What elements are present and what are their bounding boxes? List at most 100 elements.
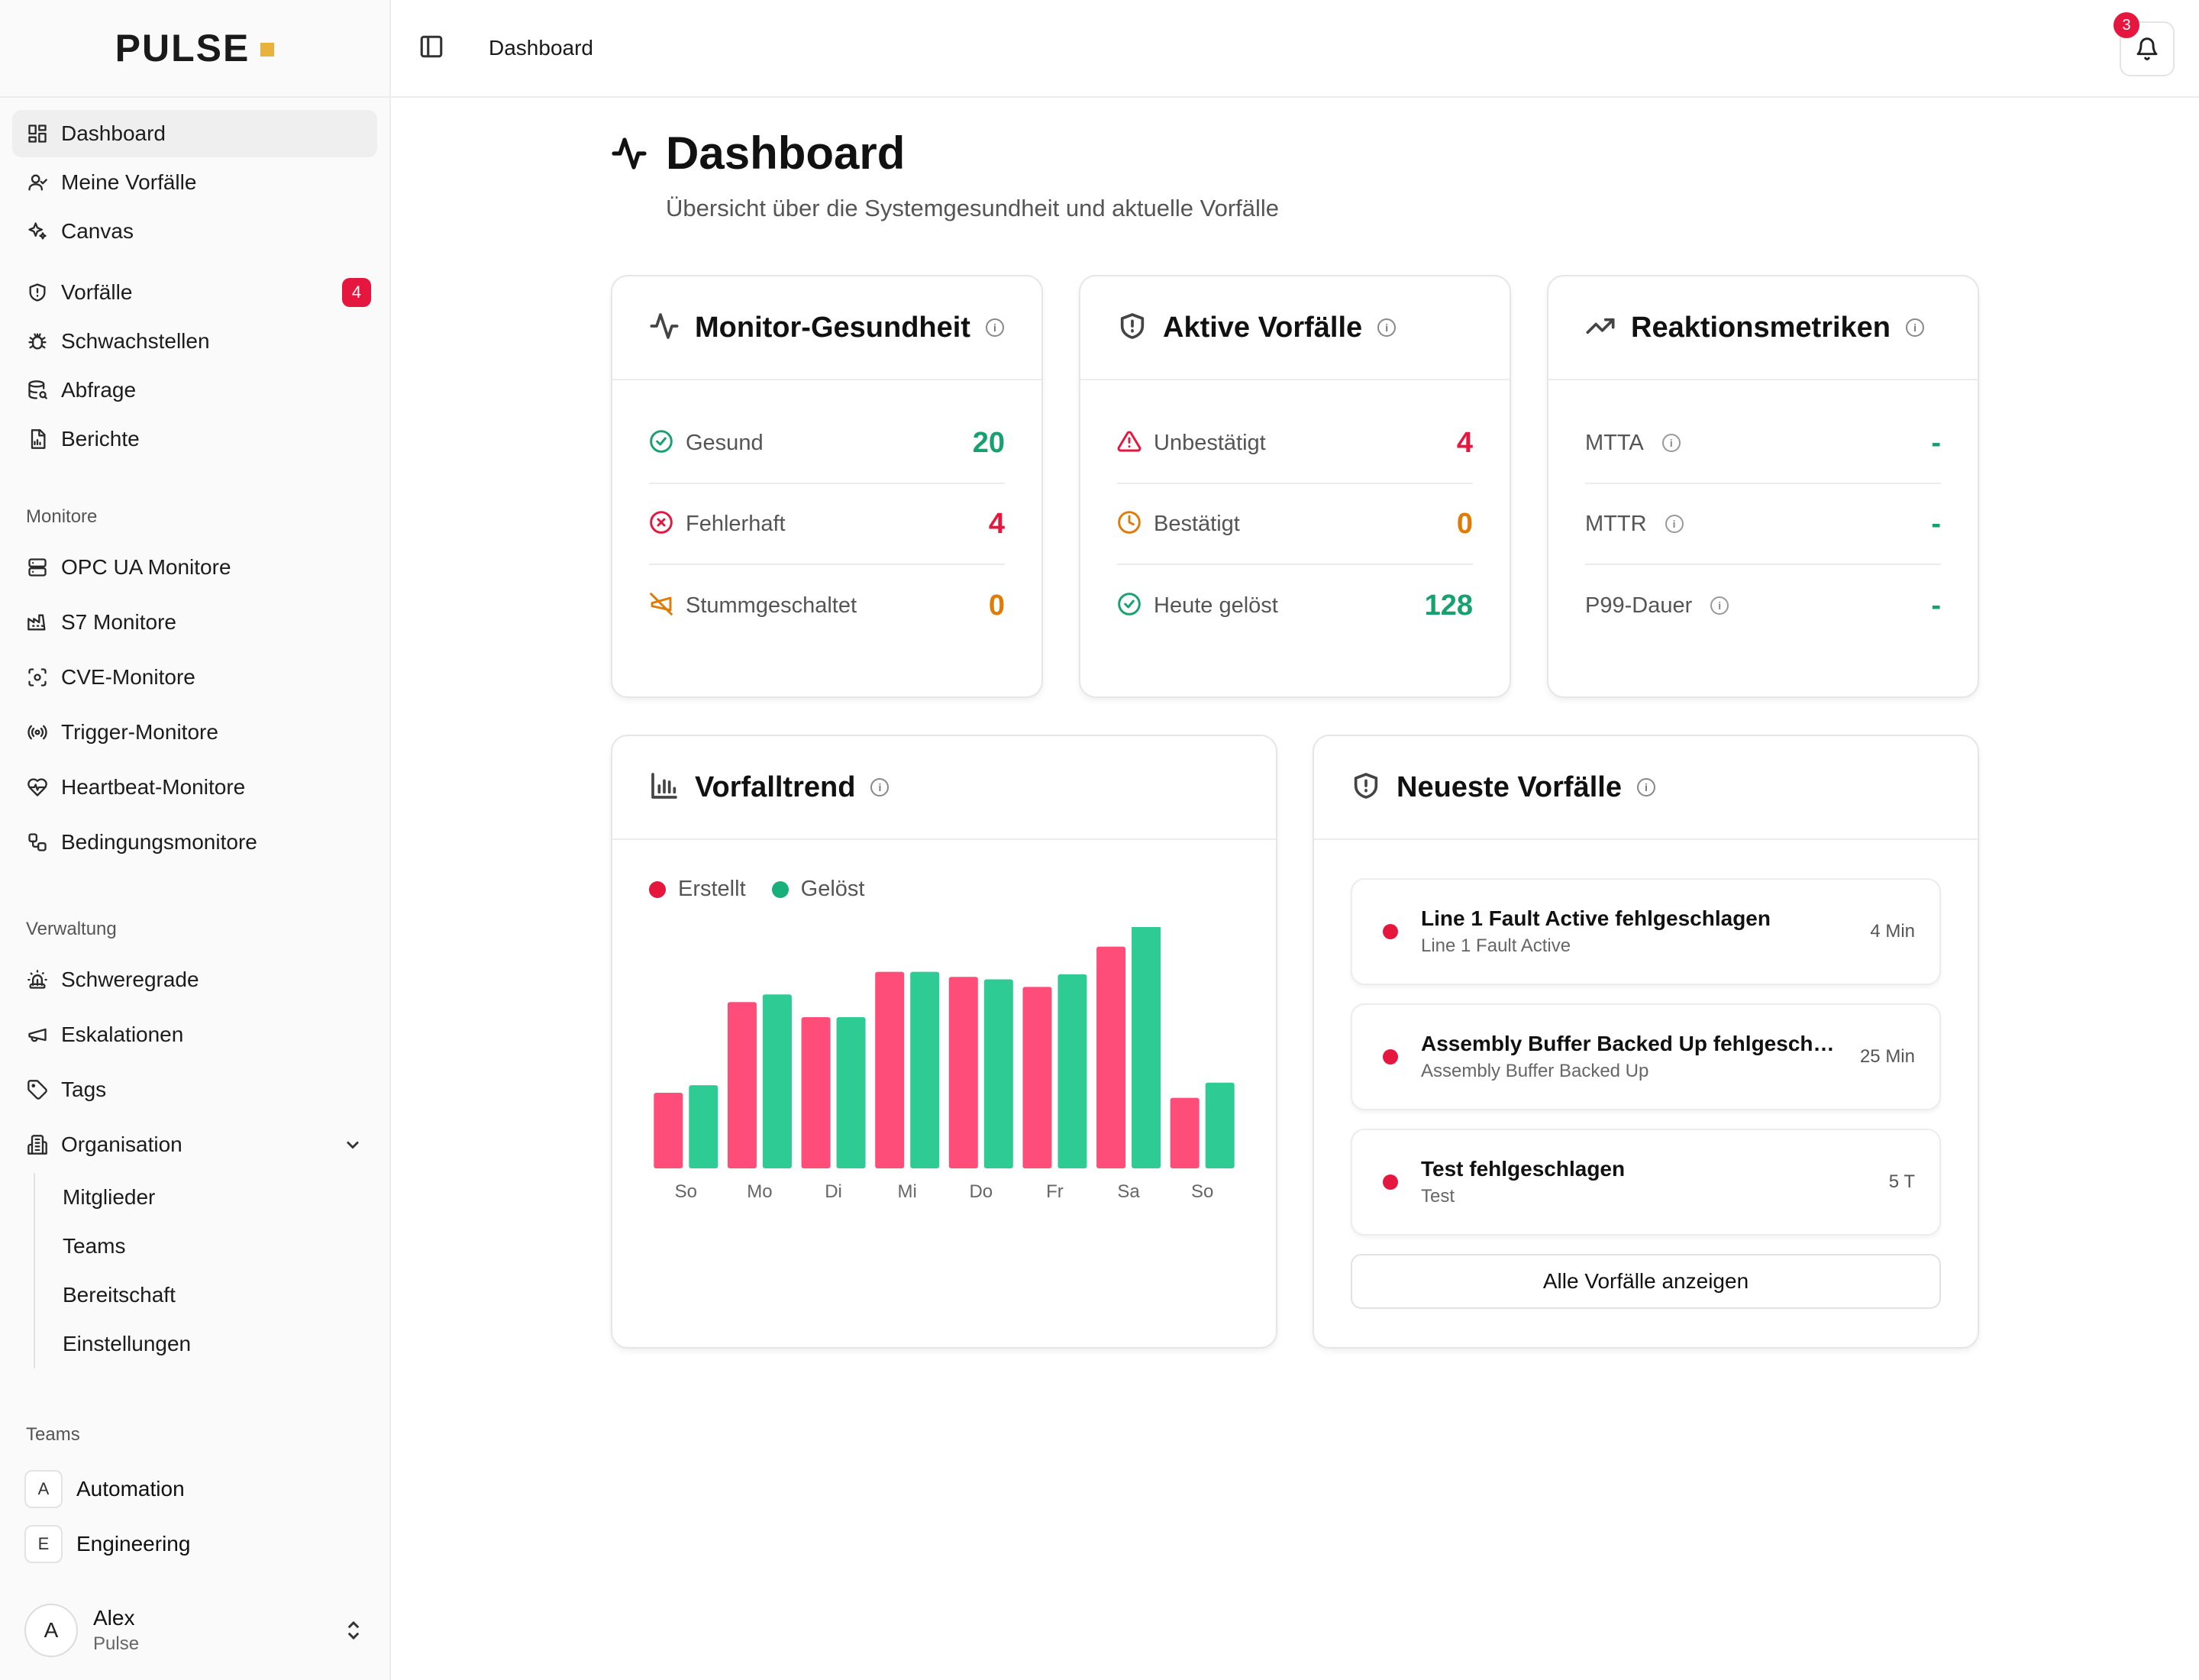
shield-icon [26,281,49,304]
sparkles-icon [26,220,49,243]
shield-icon [1351,771,1381,805]
incident-time: 4 Min [1870,921,1915,942]
bar-resolved[interactable] [762,994,792,1168]
incidents-count-badge: 4 [342,278,371,307]
sidebar-item-query[interactable]: Abfrage [12,367,377,414]
sidebar-toggle-icon[interactable] [418,34,444,63]
sidebar-item-s7[interactable]: S7 Monitore [12,596,377,649]
sidebar-item-label: Tags [61,1077,107,1101]
sidebar-item-label: Vorfälle [61,280,133,304]
sidebar-item-trigger[interactable]: Trigger-Monitore [12,706,377,759]
sidebar-item-opc-ua[interactable]: OPC UA Monitore [12,541,377,594]
info-icon[interactable]: i [1377,318,1397,337]
sidebar-item-my-incidents[interactable]: Meine Vorfälle [12,159,377,206]
bar-created[interactable] [1096,946,1126,1168]
card-title: Monitor-Gesundheit [695,311,970,344]
info-icon[interactable]: i [1665,515,1684,533]
sidebar-subitem-members[interactable]: Mitglieder [63,1185,156,1209]
sidebar-subitem-on-call[interactable]: Bereitschaft [63,1283,176,1307]
bar-chart-icon [649,771,680,805]
notifications-button[interactable]: 3 [2113,12,2175,76]
activity-icon [649,311,680,345]
bar-created[interactable] [1170,1097,1200,1168]
incident-item[interactable]: Assembly Buffer Backed Up fehlgeschlagen… [1351,1003,1941,1110]
legend-swatch [771,880,789,898]
sidebar-item-condition[interactable]: Bedingungsmonitore [12,816,377,869]
sidebar-item-heartbeat[interactable]: Heartbeat-Monitore [12,761,377,814]
info-icon[interactable]: i [985,318,1004,337]
metric-value: 20 [972,426,1005,459]
check-circle-icon [649,429,673,457]
bar-created[interactable] [875,971,905,1168]
metric-value: - [1931,589,1941,622]
sidebar-item-vulnerabilities[interactable]: Schwachstellen [12,318,377,365]
view-all-incidents-button[interactable]: Alle Vorfälle anzeigen [1351,1254,1941,1309]
incident-item[interactable]: Test fehlgeschlagen Test 5 T [1351,1129,1941,1236]
siren-icon [26,968,49,991]
bar-resolved[interactable] [836,1017,866,1168]
monitor-health-card: Monitor-Gesundheit i Gesund 20 Fehlerhaf… [611,275,1043,698]
status-dot [1383,924,1398,939]
report-icon [26,428,49,451]
sidebar-subitem-teams[interactable]: Teams [63,1234,126,1258]
sidebar-item-dashboard[interactable]: Dashboard [12,110,377,157]
shield-icon [1117,311,1148,345]
incident-item[interactable]: Line 1 Fault Active fehlgeschlagen Line … [1351,878,1941,985]
chevron-down-icon[interactable] [342,1134,363,1155]
bar-resolved[interactable] [1058,974,1087,1168]
sidebar-item-label: Canvas [61,219,134,243]
sidebar-subitem-settings[interactable]: Einstellungen [63,1332,192,1355]
sidebar-item-reports[interactable]: Berichte [12,415,377,463]
metric-acknowledged: Bestätigt 0 [1117,484,1473,565]
info-icon[interactable]: i [1710,596,1729,615]
metric-value: 4 [1456,426,1473,459]
main-nav: Dashboard Meine Vorfälle Canvas Vorfälle… [0,98,389,463]
sidebar-item-organisation[interactable]: Organisation [12,1118,377,1171]
legend-item-resolved[interactable]: Gelöst [771,877,864,902]
metric-mtta: MTTA i - [1585,403,1941,484]
sidebar-item-escalations[interactable]: Eskalationen [12,1008,377,1061]
team-item-automation[interactable]: A Automation [12,1462,377,1517]
card-header: Aktive Vorfälle i [1080,276,1510,380]
sidebar-item-canvas[interactable]: Canvas [12,208,377,255]
megaphone-off-icon [649,592,673,620]
organisation-submenu: Mitglieder Teams Bereitschaft Einstellun… [34,1173,389,1368]
bar-created[interactable] [801,1017,831,1168]
sidebar-item-cve[interactable]: CVE-Monitore [12,651,377,704]
bar-created[interactable] [654,1093,683,1168]
metric-value: 0 [988,589,1005,622]
sidebar-item-incidents[interactable]: Vorfälle 4 [12,269,377,316]
team-item-engineering[interactable]: E Engineering [12,1517,377,1572]
sidebar: PULSE Dashboard Meine Vorfälle Canvas Vo… [0,0,391,1680]
info-icon[interactable]: i [1906,318,1925,337]
info-icon[interactable]: i [870,778,890,796]
incident-trend-card: Vorfalltrend i Erstellt Gelöst So Mo Di Mi D… [611,735,1277,1349]
card-header: Monitor-Gesundheit i [612,276,1041,380]
bar-created[interactable] [1022,987,1052,1168]
metric-value: - [1931,426,1941,459]
bar-resolved[interactable] [910,971,940,1168]
active-incidents-card: Aktive Vorfälle i Unbestätigt 4 Bestätig… [1079,275,1511,698]
tag-icon [26,1078,49,1101]
bar-resolved[interactable] [1132,927,1161,1168]
bar-created[interactable] [727,1002,757,1168]
incident-subtitle: Assembly Buffer Backed Up [1421,1061,1649,1081]
status-dot [1383,1174,1398,1190]
metric-label: P99-Dauer [1585,593,1693,618]
legend-item-created[interactable]: Erstellt [649,877,746,902]
scan-icon [26,666,49,689]
info-icon[interactable]: i [1636,778,1655,796]
bar-resolved[interactable] [689,1085,718,1168]
bar-resolved[interactable] [983,979,1013,1169]
sidebar-item-tags[interactable]: Tags [12,1063,377,1116]
top-bar: Dashboard 3 [391,0,2199,98]
bar-created[interactable] [948,977,978,1168]
logo[interactable]: PULSE [0,0,389,98]
incident-time: 5 T [1888,1171,1915,1192]
card-header: Vorfalltrend i [612,736,1276,840]
sidebar-item-label: S7 Monitore [61,610,176,634]
bar-resolved[interactable] [1205,1082,1235,1168]
user-menu[interactable]: A Alex Pulse [0,1581,389,1680]
info-icon[interactable]: i [1661,434,1681,452]
sidebar-item-severities[interactable]: Schweregrade [12,953,377,1006]
